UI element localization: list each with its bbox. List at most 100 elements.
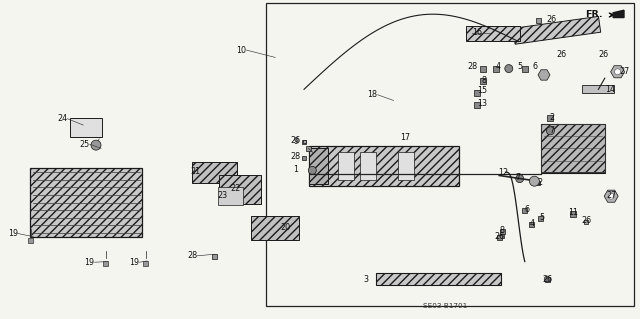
Bar [338,152,354,180]
Bar [541,124,605,172]
Bar [251,216,300,240]
Bar [192,162,237,182]
Text: 16: 16 [472,28,483,37]
Circle shape [516,174,524,183]
Text: FR.: FR. [586,11,604,19]
Text: 14: 14 [605,85,615,94]
Bar [493,66,499,71]
Text: 2: 2 [549,113,554,122]
Text: 26: 26 [598,50,609,59]
Bar [474,90,480,95]
Bar [582,85,614,93]
Text: 7: 7 [549,126,554,135]
Bar [480,78,486,84]
Text: 28: 28 [290,152,300,161]
Text: 23: 23 [218,191,228,200]
Bar [70,118,102,137]
Text: 26: 26 [581,216,591,225]
Bar [541,123,605,173]
Text: 11: 11 [568,208,579,217]
Bar [466,26,520,41]
Circle shape [608,193,614,199]
Text: 10: 10 [236,46,246,55]
Text: 25: 25 [79,140,90,149]
Bar [28,238,33,243]
Text: 19: 19 [129,258,140,267]
Circle shape [529,176,540,186]
Bar [103,261,108,266]
Bar [398,152,415,180]
Circle shape [91,140,101,150]
Bar [212,254,217,259]
Text: 4: 4 [496,63,501,71]
Text: 2: 2 [538,178,543,187]
Text: 27: 27 [607,191,617,200]
Text: 26: 26 [494,232,504,241]
Text: 18: 18 [367,90,378,99]
Bar [302,156,306,160]
Circle shape [505,64,513,73]
Circle shape [544,276,550,282]
Bar [218,188,243,205]
Polygon shape [604,190,618,202]
Text: 19: 19 [8,229,18,238]
Text: 26: 26 [543,275,553,284]
Text: 13: 13 [477,99,487,108]
Circle shape [308,166,316,174]
Text: 8: 8 [499,226,504,235]
Text: 12: 12 [498,168,508,177]
Bar [474,102,480,108]
Text: 26: 26 [557,50,567,59]
Bar [143,261,148,266]
Text: 22: 22 [230,184,241,193]
Circle shape [547,127,554,135]
Text: 20: 20 [280,223,291,232]
Polygon shape [611,66,625,78]
Bar [536,18,541,23]
Bar [538,216,543,221]
Bar [309,147,328,184]
Bar [570,211,576,217]
Text: 8: 8 [481,76,486,85]
Bar [536,182,540,185]
Text: 5: 5 [517,63,522,71]
Text: 5: 5 [540,213,545,222]
Bar [545,277,550,282]
Text: 28: 28 [467,63,477,71]
Polygon shape [613,10,624,18]
Bar [522,66,528,71]
Text: 9: 9 [293,137,298,146]
Text: SE03 B1701: SE03 B1701 [422,303,467,309]
Text: 26: 26 [546,15,556,24]
Bar [500,234,504,238]
Bar [497,235,502,240]
Bar [360,152,376,180]
Text: 19: 19 [84,258,95,267]
Text: 4: 4 [530,219,535,228]
Text: 7: 7 [515,173,520,182]
Text: 1: 1 [293,165,298,174]
Polygon shape [538,70,550,80]
Text: 27: 27 [620,67,630,76]
Bar [547,115,554,121]
Text: 6: 6 [525,205,530,214]
Bar [376,273,501,285]
Bar [522,208,527,213]
Bar [302,140,306,144]
Bar [513,16,601,44]
Bar [480,66,486,71]
Text: 17: 17 [400,133,410,142]
Bar [31,168,143,237]
Text: 21: 21 [191,167,201,176]
Text: 15: 15 [477,86,487,95]
Text: 6: 6 [532,63,538,71]
Circle shape [614,69,621,75]
Bar [309,146,460,186]
Bar [500,229,505,234]
Bar [584,220,588,224]
Bar [219,175,261,204]
Bar [529,222,534,227]
Bar [303,140,305,143]
Bar [306,146,311,151]
Text: 28: 28 [187,251,197,260]
